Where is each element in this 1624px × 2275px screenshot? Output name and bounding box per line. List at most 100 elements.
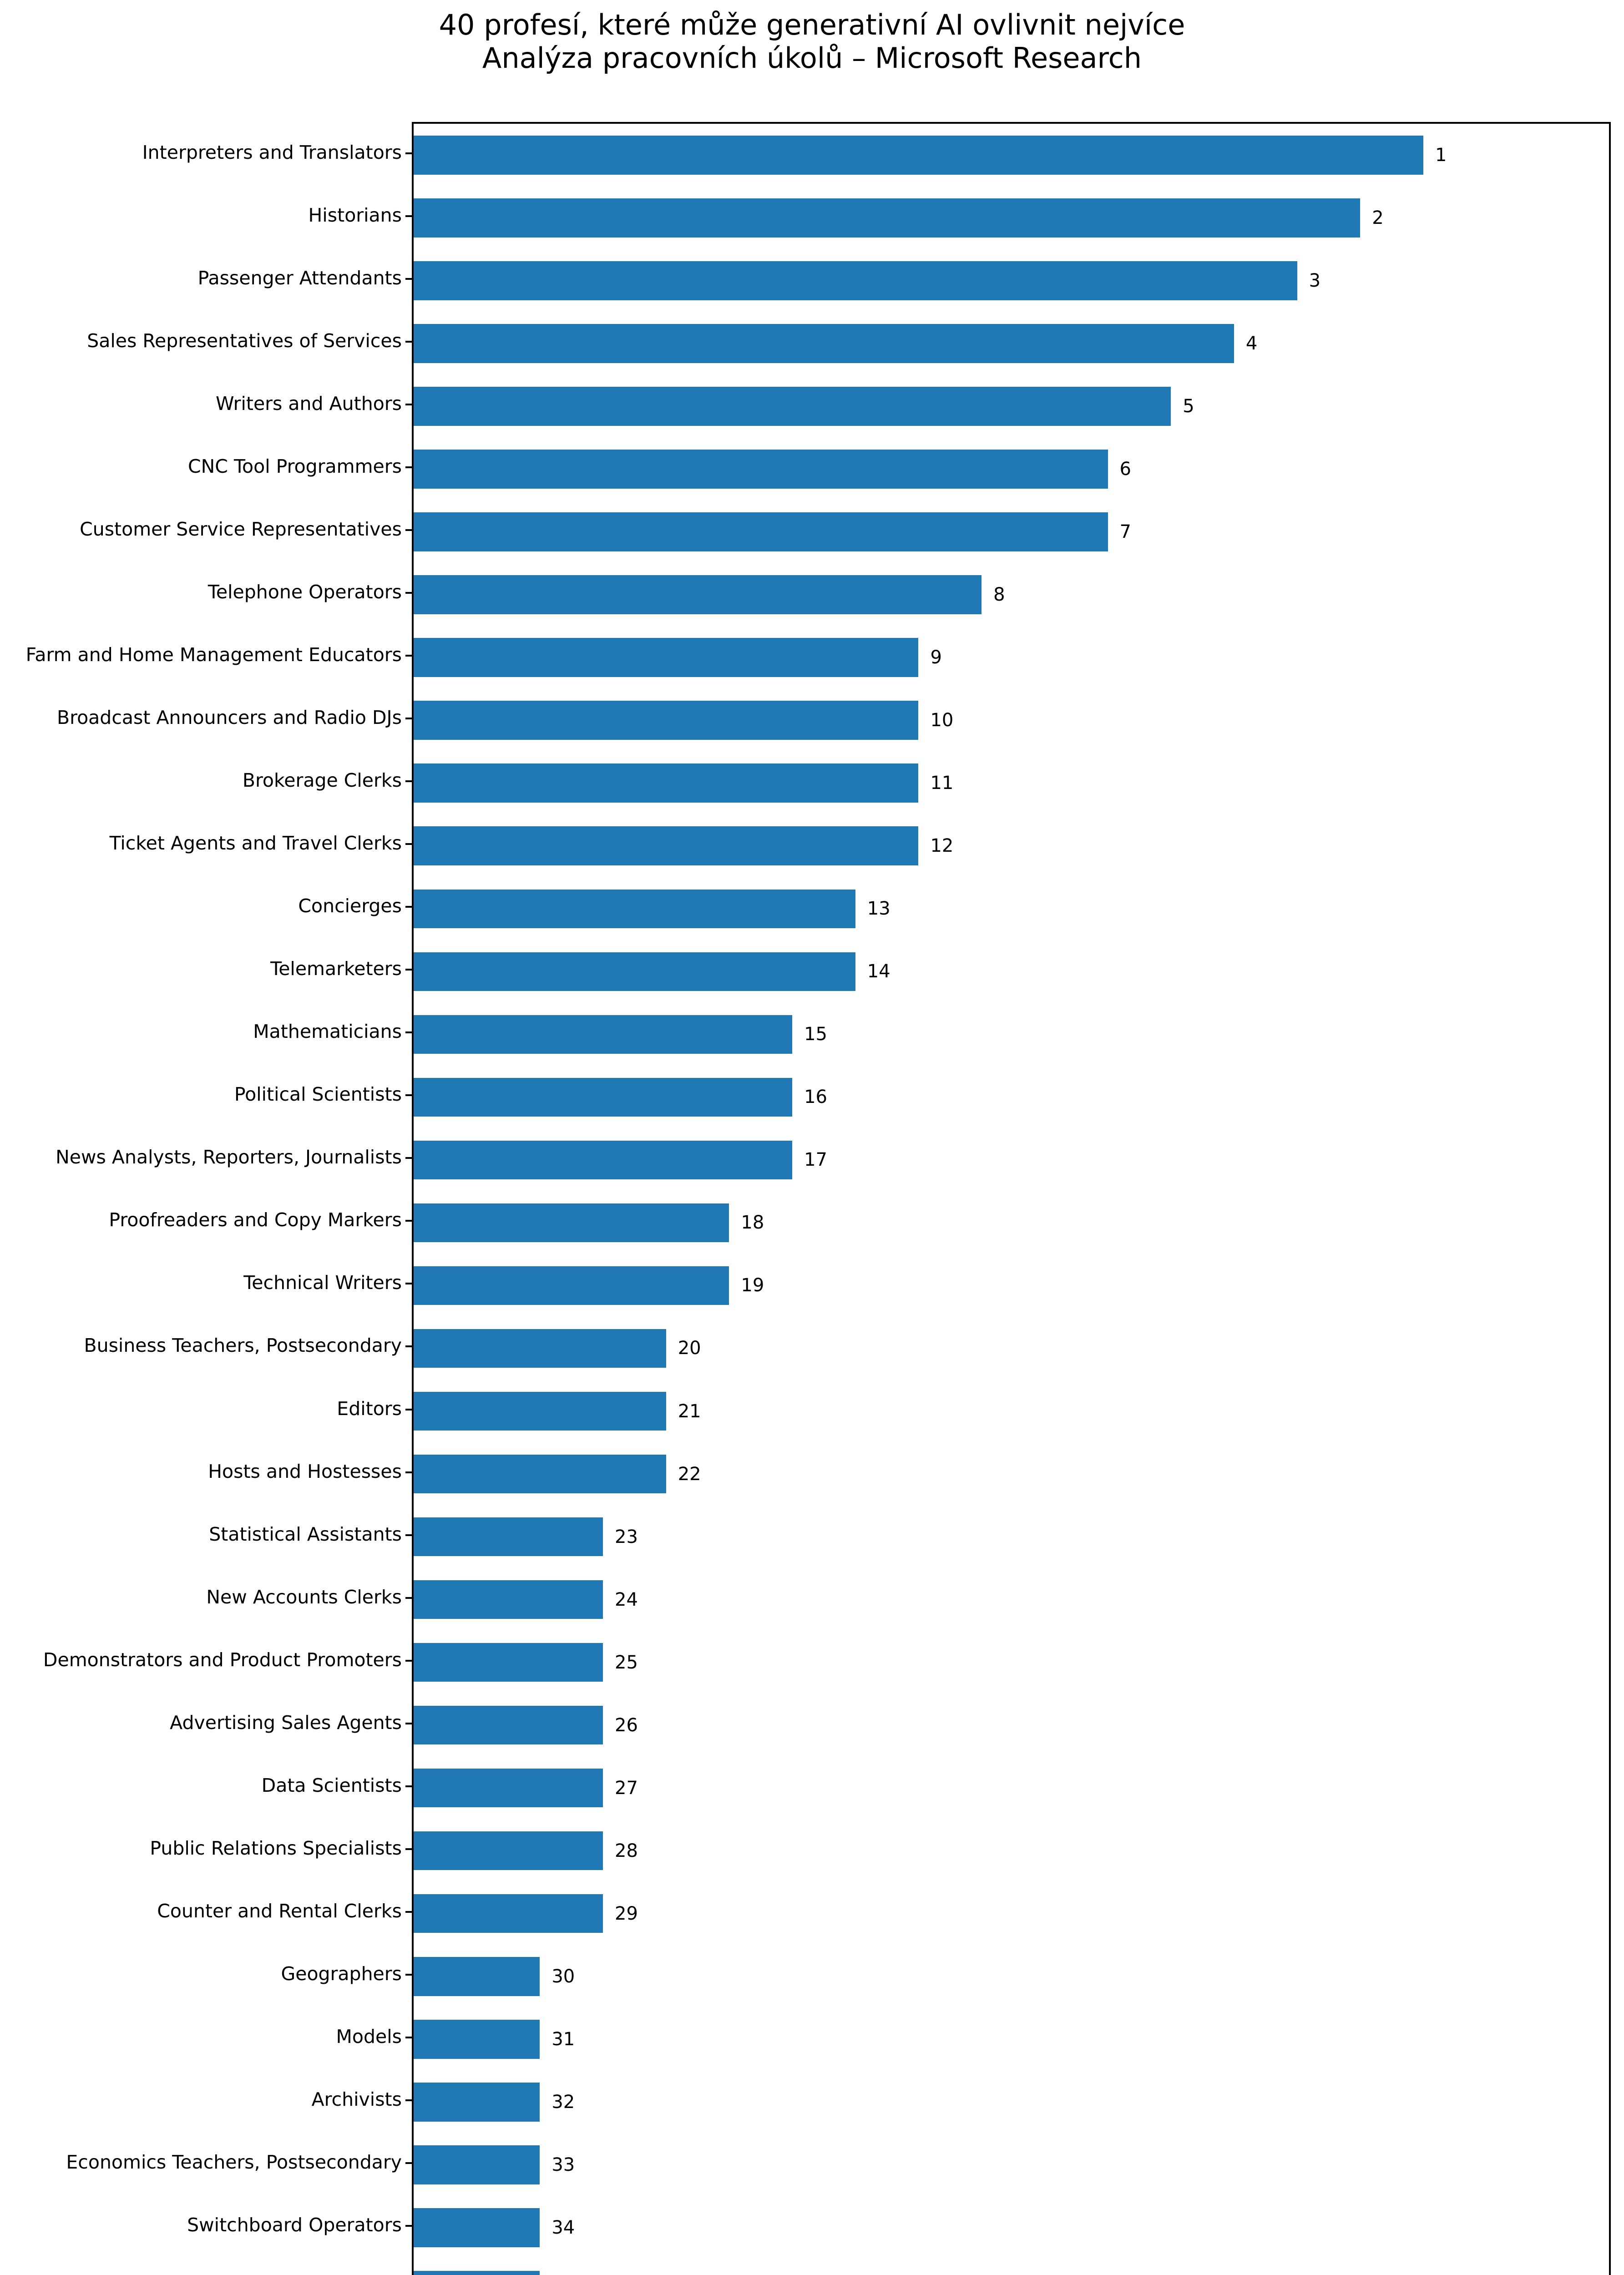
bar-rank-label: 28 <box>615 1840 638 1861</box>
bar-rank-label: 12 <box>930 835 954 857</box>
bar[interactable] <box>414 1454 666 1494</box>
y-axis-tick-label: Proofreaders and Copy Markers <box>109 1209 402 1231</box>
bar-rank-label: 10 <box>930 710 954 731</box>
bar[interactable] <box>414 638 919 677</box>
bar[interactable] <box>414 889 855 929</box>
y-axis-tick-label: Demonstrators and Product Promoters <box>43 1648 402 1671</box>
bar[interactable] <box>414 1077 793 1117</box>
chart-title: 40 profesí, které může generativní AI ov… <box>0 8 1624 75</box>
y-axis-tick-mark <box>405 1911 412 1913</box>
y-axis-tick-mark <box>405 152 412 154</box>
y-axis-tick-mark <box>405 718 412 720</box>
y-axis-tick-mark <box>405 655 412 657</box>
y-axis-tick-label: Political Scientists <box>234 1083 402 1106</box>
bar-rank-label: 6 <box>1119 459 1131 480</box>
y-axis-tick-label: Editors <box>337 1397 402 1420</box>
y-axis-tick-mark <box>405 1973 412 1976</box>
bar[interactable] <box>414 198 1361 238</box>
bar[interactable] <box>414 512 1108 551</box>
bar[interactable] <box>414 2208 540 2247</box>
y-axis-tick-mark <box>405 1220 412 1222</box>
bar[interactable] <box>414 1203 729 1243</box>
bar-rank-label: 33 <box>551 2154 575 2175</box>
y-axis-tick-label: Counter and Rental Clerks <box>157 1900 402 1922</box>
bar[interactable] <box>414 1015 793 1054</box>
bar[interactable] <box>414 450 1108 489</box>
bar[interactable] <box>414 763 919 803</box>
bar-rank-label: 7 <box>1119 521 1131 543</box>
bar-rank-label: 20 <box>678 1338 701 1359</box>
y-axis-tick-mark <box>405 278 412 280</box>
bar[interactable] <box>414 1768 603 1808</box>
y-axis-tick-mark <box>405 466 412 469</box>
bar-rank-label: 22 <box>678 1463 701 1485</box>
bar[interactable] <box>414 952 855 991</box>
bar-rank-label: 16 <box>804 1087 827 1108</box>
y-axis-tick-mark <box>405 215 412 217</box>
bar-rank-label: 13 <box>867 898 890 920</box>
bar[interactable] <box>414 324 1234 363</box>
y-axis-tick-mark <box>405 843 412 845</box>
bar[interactable] <box>414 1266 729 1305</box>
bar-rank-label: 27 <box>615 1777 638 1799</box>
y-axis-tick-mark <box>405 1722 412 1724</box>
bar[interactable] <box>414 1894 603 1933</box>
y-axis-tick-label: Technical Writers <box>243 1272 402 1294</box>
bar[interactable] <box>414 2271 540 2275</box>
y-axis-tick-mark <box>405 529 412 531</box>
bar-rank-label: 31 <box>551 2028 575 2050</box>
y-axis-tick-label: Statistical Assistants <box>209 1523 402 1545</box>
bar[interactable] <box>414 261 1297 300</box>
y-axis-tick-mark <box>405 1031 412 1034</box>
y-axis-tick-label: Customer Service Representatives <box>80 518 402 541</box>
y-axis-tick-label: Concierges <box>298 895 402 917</box>
y-axis-tick-label: Switchboard Operators <box>187 2214 402 2236</box>
bar[interactable] <box>414 1956 540 1996</box>
bar[interactable] <box>414 1643 603 1682</box>
bar[interactable] <box>414 575 982 614</box>
y-axis-tick-label: New Accounts Clerks <box>206 1586 402 1608</box>
y-axis-tick-label: Telephone Operators <box>207 581 402 603</box>
bar[interactable] <box>414 1831 603 1871</box>
bar[interactable] <box>414 1705 603 1745</box>
y-axis-tick-label: Sales Representatives of Services <box>87 330 402 352</box>
y-axis-tick-label: Business Teachers, Postsecondary <box>84 1335 402 1357</box>
bar-rank-label: 3 <box>1309 270 1321 292</box>
y-axis-tick-mark <box>405 1659 412 1662</box>
bar-rank-label: 11 <box>930 773 954 794</box>
bar[interactable] <box>414 1329 666 1368</box>
bar-rank-label: 30 <box>551 1966 575 1987</box>
y-axis-tick-mark <box>405 404 412 406</box>
y-axis-tick-mark <box>405 1785 412 1787</box>
y-axis-tick-mark <box>405 906 412 908</box>
y-axis-tick-mark <box>405 2162 412 2164</box>
bar-rank-label: 29 <box>615 1903 638 1924</box>
bar[interactable] <box>414 1580 603 1619</box>
y-axis-tick-mark <box>405 1471 412 1473</box>
y-axis-tick-label: Advertising Sales Agents <box>170 1711 402 1734</box>
y-axis-tick-mark <box>405 1848 412 1850</box>
bar[interactable] <box>414 136 1423 175</box>
bar-rank-label: 8 <box>993 584 1005 606</box>
bar[interactable] <box>414 2082 540 2122</box>
bar[interactable] <box>414 1517 603 1557</box>
bar[interactable] <box>414 1391 666 1431</box>
y-axis-tick-label: Data Scientists <box>261 1774 402 1796</box>
y-axis-tick-label: CNC Tool Programmers <box>188 455 402 478</box>
y-axis-tick-mark <box>405 1345 412 1348</box>
chart-title-line-1: 40 profesí, které může generativní AI ov… <box>439 8 1185 41</box>
y-axis-tick-label: Public Relations Specialists <box>150 1837 402 1859</box>
bar[interactable] <box>414 1140 793 1180</box>
bar[interactable] <box>414 2145 540 2184</box>
bar-rank-label: 34 <box>551 2217 575 2238</box>
y-axis-tick-label: Geographers <box>281 1962 402 1985</box>
y-axis-tick-mark <box>405 2036 412 2038</box>
chart-title-line-2: Analýza pracovních úkolů – Microsoft Res… <box>482 41 1142 75</box>
bar[interactable] <box>414 701 919 740</box>
bar[interactable] <box>414 826 919 866</box>
bar[interactable] <box>414 387 1171 426</box>
y-axis-tick-label: Passenger Attendants <box>197 267 402 289</box>
bar[interactable] <box>414 2019 540 2059</box>
bar-rank-label: 26 <box>615 1714 638 1736</box>
